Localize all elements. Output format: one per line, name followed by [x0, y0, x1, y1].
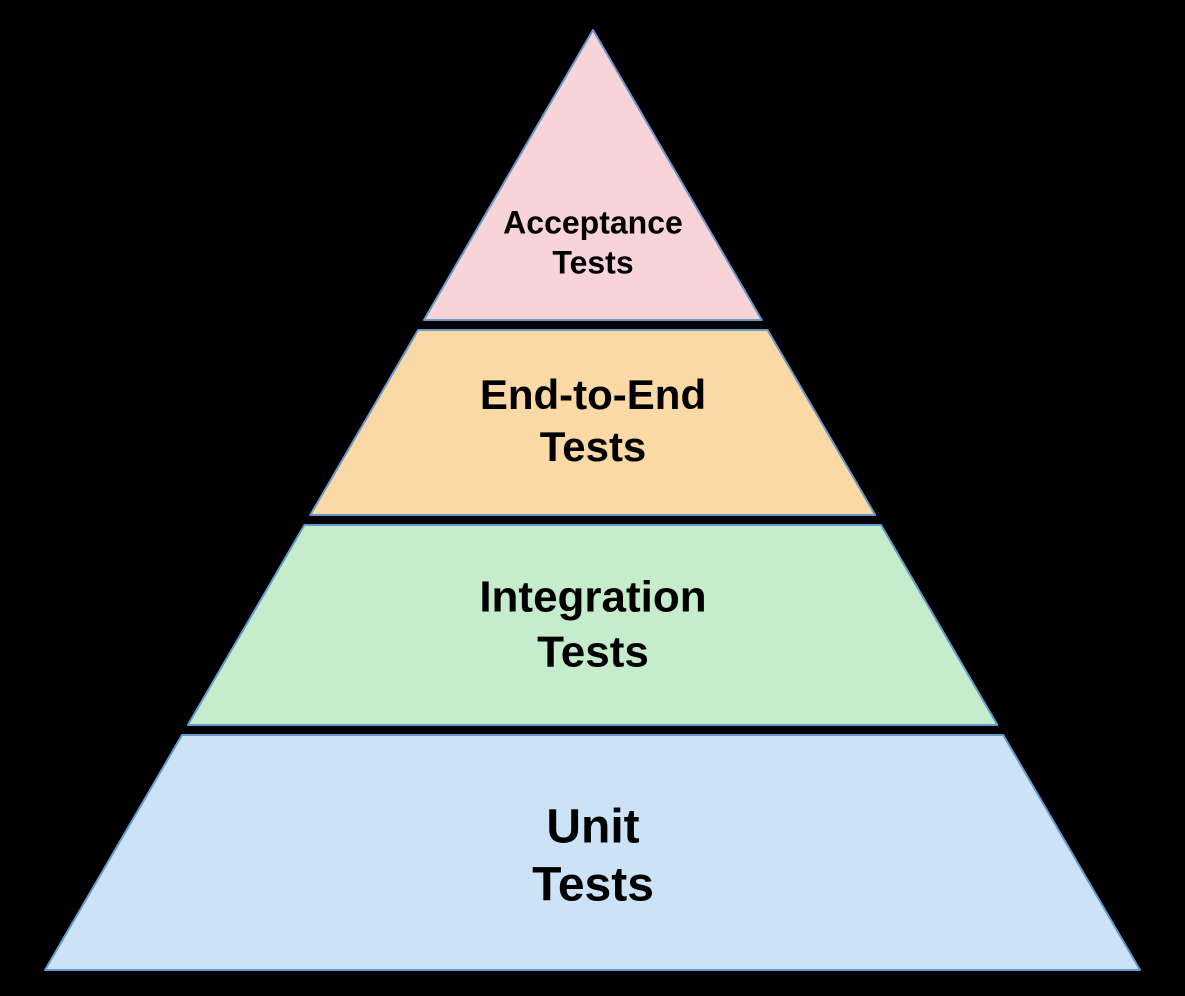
layer-label-integration-line2: Tests	[537, 628, 649, 677]
layer-label-unit-line2: Tests	[532, 859, 654, 912]
layer-label-e2e-line2: Tests	[540, 423, 647, 470]
layer-label-acceptance-line2: Tests	[552, 244, 633, 280]
pyramid-svg: UnitTestsIntegrationTestsEnd-to-EndTests…	[0, 0, 1185, 996]
layer-label-integration-line1: Integration	[479, 573, 706, 622]
testing-pyramid-diagram: UnitTestsIntegrationTestsEnd-to-EndTests…	[0, 0, 1185, 996]
layer-label-acceptance-line1: Acceptance	[503, 204, 683, 240]
layer-label-e2e-line1: End-to-End	[480, 371, 706, 418]
pyramid-layer-integration	[188, 525, 998, 725]
layer-label-unit-line1: Unit	[546, 801, 639, 854]
